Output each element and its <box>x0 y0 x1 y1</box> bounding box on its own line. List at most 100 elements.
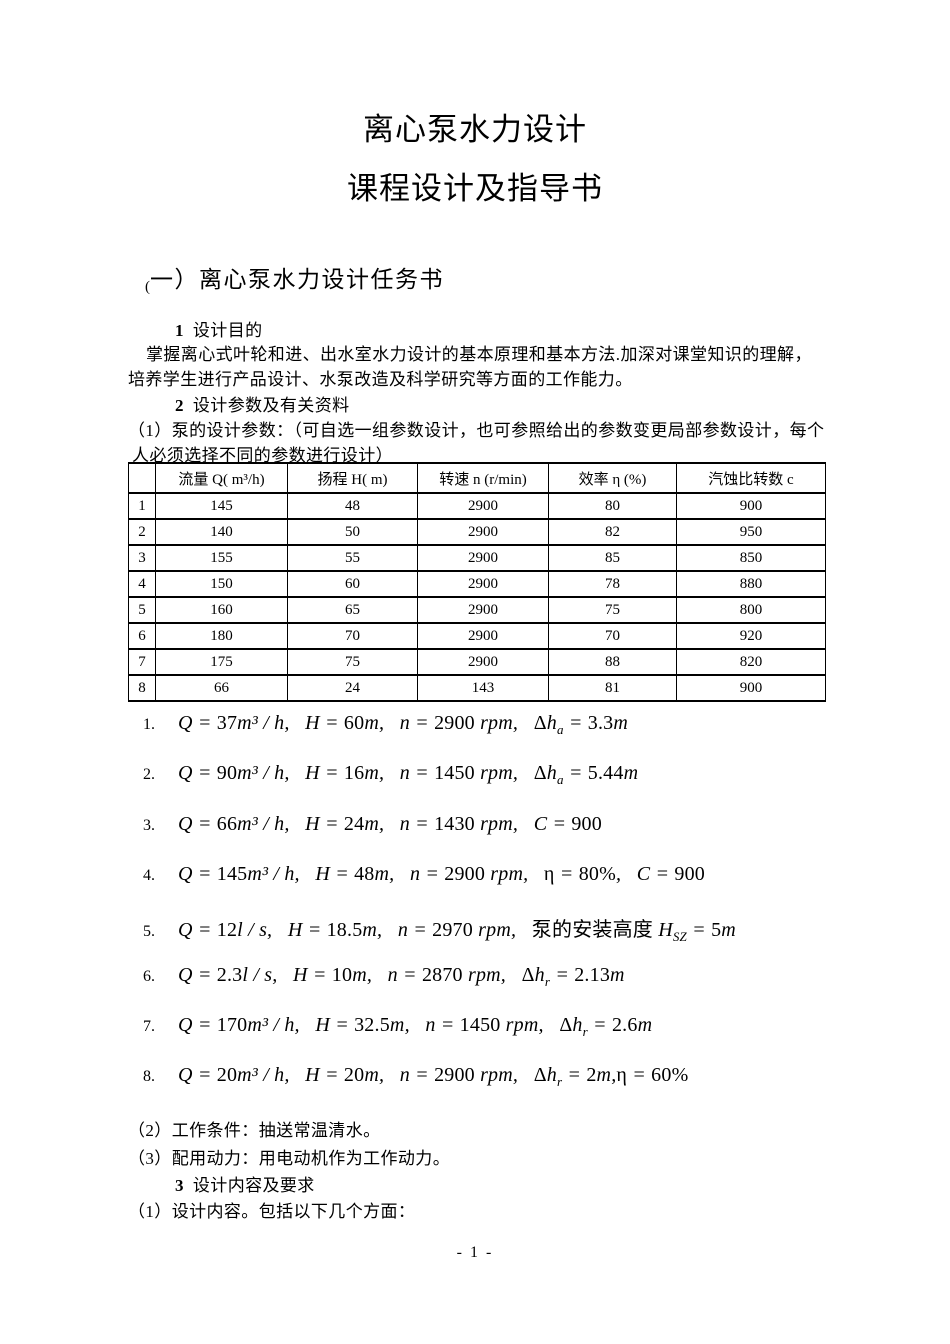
table-cell: 75 <box>548 596 677 624</box>
table-cell: 880 <box>676 570 826 598</box>
equation-number: 1. <box>143 716 155 733</box>
table-cell: 75 <box>287 648 418 676</box>
purpose-paragraph-line2: 培养学生进行产品设计、水泵改造及科学研究等方面的工作能力。 <box>128 370 633 389</box>
table-row: 4 150 60 2900 78 880 <box>128 570 826 598</box>
table-header-row: 流量 Q( m³/h) 扬程 H( m) 转速 n (r/min) 效率 η (%) 汽… <box>128 462 826 494</box>
equation-line: 2. Q = 90m³ / h, H = 16m, n = 1450 rpm, Δ… <box>143 762 639 787</box>
subsection-3-heading: 3 设计内容及要求 <box>175 1171 315 1196</box>
row-number-cell: 7 <box>128 648 156 676</box>
equation-expression: Q = 20m³ / h, H = 20m, n = 2900 rpm, Δhr… <box>178 1064 689 1089</box>
page-number: - 1 - <box>456 1244 494 1261</box>
equation-expression: Q = 170m³ / h, H = 32.5m, n = 1450 rpm, … <box>178 1014 653 1039</box>
equation-expression: Q = 90m³ / h, H = 16m, n = 1450 rpm, Δha… <box>178 762 639 787</box>
row-number-cell: 5 <box>128 596 156 624</box>
table-cell: 2900 <box>417 648 549 676</box>
table-row: 3 155 55 2900 85 850 <box>128 544 826 572</box>
subsection-1-heading: 1 设计目的 <box>175 316 263 341</box>
table-cell: 70 <box>548 622 677 650</box>
section-heading: (一）离心泵水力设计任务书 <box>145 260 444 296</box>
subsection-3-number: 3 <box>175 1176 184 1195</box>
equation-number: 6. <box>143 968 155 985</box>
table-cell: 180 <box>155 622 288 650</box>
design-parameters-table: 流量 Q( m³/h) 扬程 H( m) 转速 n (r/min) 效率 η (%) 汽… <box>128 462 826 702</box>
table-row: 6 180 70 2900 70 920 <box>128 622 826 650</box>
subsection-1-title: 设计目的 <box>192 321 263 340</box>
table-cell: 85 <box>548 544 677 572</box>
table-cell: 2900 <box>417 518 549 546</box>
table-cell: 66 <box>155 674 288 702</box>
equation-expression: Q = 37m³ / h, H = 60m, n = 2900 rpm, Δha… <box>178 712 629 737</box>
table-cell: 2900 <box>417 492 549 520</box>
table-cell: 160 <box>155 596 288 624</box>
table-cell: 2900 <box>417 544 549 572</box>
table-cell: 88 <box>548 648 677 676</box>
document-title: 离心泵水力设计 <box>363 112 587 147</box>
table-cell: 175 <box>155 648 288 676</box>
equation-number: 7. <box>143 1018 155 1035</box>
section-heading-text: 一）离心泵水力设计任务书 <box>150 267 444 292</box>
table-cell: 900 <box>676 674 826 702</box>
table-cell: 2900 <box>417 596 549 624</box>
table-cell: 155 <box>155 544 288 572</box>
subsection-2-heading: 2 设计参数及有关资料 <box>175 391 350 416</box>
equation-expression: Q = 145m³ / h, H = 48m, n = 2900 rpm, η … <box>178 863 705 885</box>
row-number-cell: 6 <box>128 622 156 650</box>
equation-number: 2. <box>143 766 155 783</box>
table-cell: 800 <box>676 596 826 624</box>
table-header-cell: 效率 η (%) <box>548 462 677 494</box>
equation-line: 4. Q = 145m³ / h, H = 48m, n = 2900 rpm, … <box>143 863 705 886</box>
table-row: 8 66 24 143 81 900 <box>128 674 826 702</box>
equation-line: 5. Q = 12l / s, H = 18.5m, n = 2970 rpm, … <box>143 913 736 944</box>
row-number-cell: 3 <box>128 544 156 572</box>
table-cell: 900 <box>676 492 826 520</box>
table-header-cell: 扬程 H( m) <box>287 462 418 494</box>
table-cell: 850 <box>676 544 826 572</box>
table-header-cell: 转速 n (r/min) <box>417 462 549 494</box>
table-cell: 143 <box>417 674 549 702</box>
row-number-cell: 2 <box>128 518 156 546</box>
table-cell: 950 <box>676 518 826 546</box>
table-cell: 82 <box>548 518 677 546</box>
table-row: 7 175 75 2900 88 820 <box>128 648 826 676</box>
subsection-1-number: 1 <box>175 321 184 340</box>
table-cell: 2900 <box>417 622 549 650</box>
table-cell: 50 <box>287 518 418 546</box>
table-cell: 920 <box>676 622 826 650</box>
equation-number: 5. <box>143 923 155 940</box>
subsection-2-number: 2 <box>175 396 184 415</box>
equation-line: 8. Q = 20m³ / h, H = 20m, n = 2900 rpm, Δ… <box>143 1064 689 1089</box>
equation-number: 8. <box>143 1068 155 1085</box>
equation-line: 1. Q = 37m³ / h, H = 60m, n = 2900 rpm, Δ… <box>143 712 629 737</box>
table-header-cell: 汽蚀比转数 c <box>676 462 826 494</box>
purpose-paragraph-line1: 掌握离心式叶轮和进、出水室水力设计的基本原理和基本方法.加深对课堂知识的理解， <box>146 345 812 364</box>
table-row: 5 160 65 2900 75 800 <box>128 596 826 624</box>
section-heading-paren: ( <box>145 279 150 295</box>
row-number-cell: 8 <box>128 674 156 702</box>
table-cell: 820 <box>676 648 826 676</box>
equation-expression: Q = 2.3l / s, H = 10m, n = 2870 rpm, Δhr… <box>178 964 625 989</box>
table-cell: 70 <box>287 622 418 650</box>
table-row: 1 145 48 2900 80 900 <box>128 492 826 520</box>
equation-line: 6. Q = 2.3l / s, H = 10m, n = 2870 rpm, Δ… <box>143 964 625 989</box>
document-subtitle: 课程设计及指导书 <box>347 171 603 206</box>
table-cell: 150 <box>155 570 288 598</box>
equation-line: 3. Q = 66m³ / h, H = 24m, n = 1430 rpm, C… <box>143 813 602 836</box>
subsection-2-title: 设计参数及有关资料 <box>192 396 350 415</box>
table-cell: 48 <box>287 492 418 520</box>
equation-line: 7. Q = 170m³ / h, H = 32.5m, n = 1450 rpm… <box>143 1014 653 1039</box>
table-cell: 2900 <box>417 570 549 598</box>
equation-expression: Q = 12l / s, H = 18.5m, n = 2970 rpm, 泵的… <box>178 919 736 944</box>
power-source-line: （3）配用动力：用电动机作为工作动力。 <box>128 1149 451 1168</box>
design-content-line: （1）设计内容。包括以下几个方面： <box>128 1202 416 1221</box>
equation-number: 3. <box>143 817 155 834</box>
table-cell: 145 <box>155 492 288 520</box>
table-cell: 24 <box>287 674 418 702</box>
table-header-cell <box>128 462 156 494</box>
working-condition-line: （2）工作条件：抽送常温清水。 <box>128 1121 381 1140</box>
row-number-cell: 1 <box>128 492 156 520</box>
table-cell: 140 <box>155 518 288 546</box>
parameters-intro-line2: 人必须选择不同的参数进行设计） <box>132 446 393 465</box>
table-cell: 78 <box>548 570 677 598</box>
table-cell: 60 <box>287 570 418 598</box>
